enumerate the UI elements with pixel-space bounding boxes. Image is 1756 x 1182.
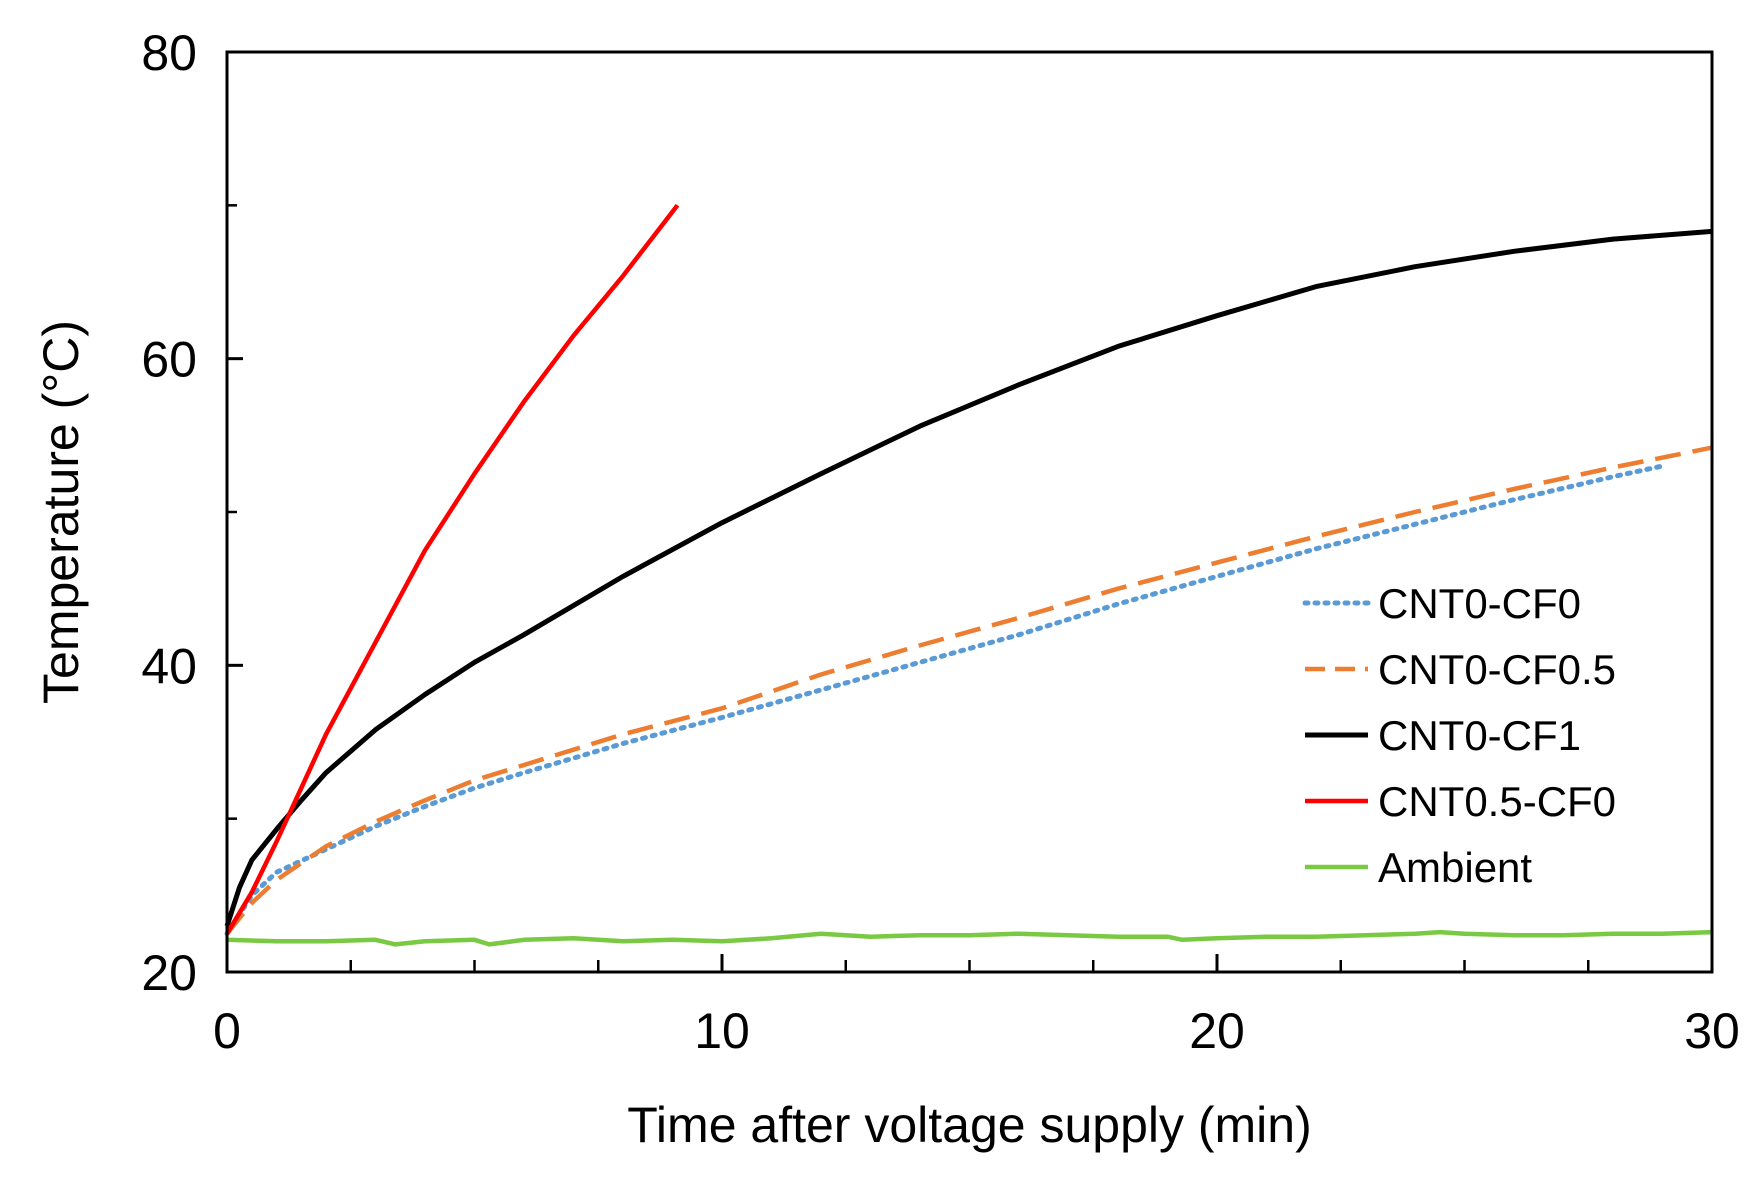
plot-frame <box>225 50 1714 974</box>
x-axis-title: Time after voltage supply (min) <box>627 1097 1312 1153</box>
series-line-cnt0-5-cf0 <box>225 203 680 935</box>
x-tick-label: 30 <box>1684 1003 1740 1059</box>
series-line-ambient <box>226 929 1713 947</box>
y-tick-label: 20 <box>141 945 197 1001</box>
x-tick-label: 0 <box>213 1003 241 1059</box>
legend-label: Ambient <box>1378 844 1532 891</box>
legend-label: CNT0-CF0.5 <box>1378 646 1616 693</box>
legend-label: CNT0.5-CF0 <box>1378 778 1616 825</box>
series-layer <box>224 203 1713 947</box>
y-tick-label: 60 <box>141 332 197 388</box>
y-tick-label: 40 <box>141 638 197 694</box>
tick-labels-layer: 20 40 60 80 0 10 20 30 <box>141 25 1739 1059</box>
legend-label: CNT0-CF1 <box>1378 712 1581 759</box>
x-tick-label: 10 <box>694 1003 750 1059</box>
legend: CNT0-CF0 CNT0-CF0.5 CNT0-CF1 CNT0.5-CF0 Ambi… <box>1302 580 1616 891</box>
series-line-cnt0-cf0 <box>224 463 1665 937</box>
y-axis-title: Temperature (°C) <box>33 320 89 704</box>
series-line-cnt0-cf0-5 <box>225 445 1713 936</box>
x-tick-label: 20 <box>1189 1003 1245 1059</box>
legend-label: CNT0-CF0 <box>1378 580 1581 627</box>
y-tick-label: 80 <box>141 25 197 81</box>
